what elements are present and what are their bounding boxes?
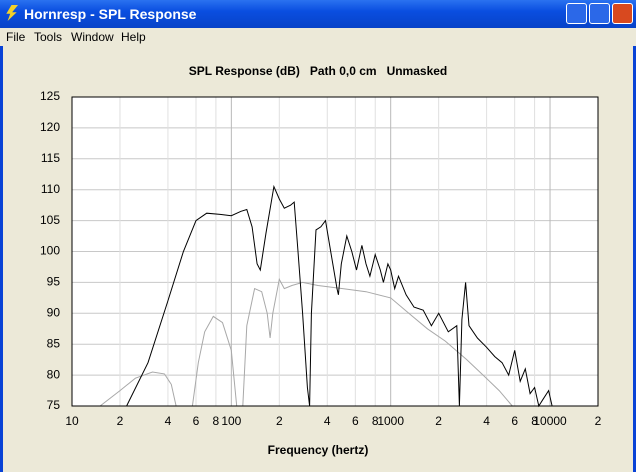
x-tick-label: 4: [483, 414, 490, 428]
x-tick-label: 100: [221, 414, 241, 428]
menu-item[interactable]: Window: [71, 30, 114, 44]
menu-bar: File Tools Window Help: [0, 28, 636, 46]
minimize-button[interactable]: [566, 3, 587, 24]
x-tick-label: 6: [511, 414, 518, 428]
x-axis-label: Frequency (hertz): [268, 443, 369, 457]
x-tick-label: 10: [65, 414, 79, 428]
menu-item[interactable]: Help: [121, 30, 146, 44]
y-tick-label: 95: [47, 275, 61, 289]
maximize-button[interactable]: [589, 3, 610, 24]
response-curve: [126, 184, 553, 408]
x-tick-label: 10000: [533, 414, 567, 428]
response-curve: [99, 277, 513, 407]
y-tick-label: 75: [47, 398, 61, 412]
menu-item[interactable]: File: [6, 30, 26, 44]
x-tick-label: 8: [213, 414, 220, 428]
x-tick-label: 8: [531, 414, 538, 428]
window-title: Hornresp - SPL Response: [24, 6, 197, 22]
x-tick-label: 1000: [377, 414, 404, 428]
close-button[interactable]: [612, 3, 633, 24]
chart: SPL Response (dB) Path 0,0 cm Unmasked F…: [40, 64, 602, 457]
x-tick-label: 2: [276, 414, 283, 428]
y-tick-label: 125: [40, 89, 60, 103]
title-bar: Hornresp - SPL Response: [0, 0, 636, 28]
y-tick-label: 105: [40, 213, 60, 227]
x-tick-label: 2: [117, 414, 124, 428]
x-tick-label: 6: [193, 414, 200, 428]
y-tick-label: 120: [40, 120, 60, 134]
y-tick-label: 110: [41, 182, 60, 196]
plot-border: [71, 96, 599, 407]
y-tick-label: 85: [47, 336, 61, 350]
x-tick-label: 2: [435, 414, 442, 428]
y-tick-label: 100: [40, 244, 60, 258]
menu-item[interactable]: Tools: [34, 30, 63, 44]
app-icon: [6, 5, 18, 21]
x-tick-label: 4: [324, 414, 331, 428]
chart-title: SPL Response (dB) Path 0,0 cm Unmasked: [189, 64, 448, 78]
x-tick-label: 2: [595, 414, 602, 428]
x-tick-label: 8: [372, 414, 379, 428]
x-tick-label: 6: [352, 414, 359, 428]
y-tick-label: 115: [41, 151, 60, 165]
y-tick-label: 90: [47, 305, 61, 319]
y-tick-label: 80: [47, 367, 61, 381]
x-tick-label: 4: [165, 414, 172, 428]
